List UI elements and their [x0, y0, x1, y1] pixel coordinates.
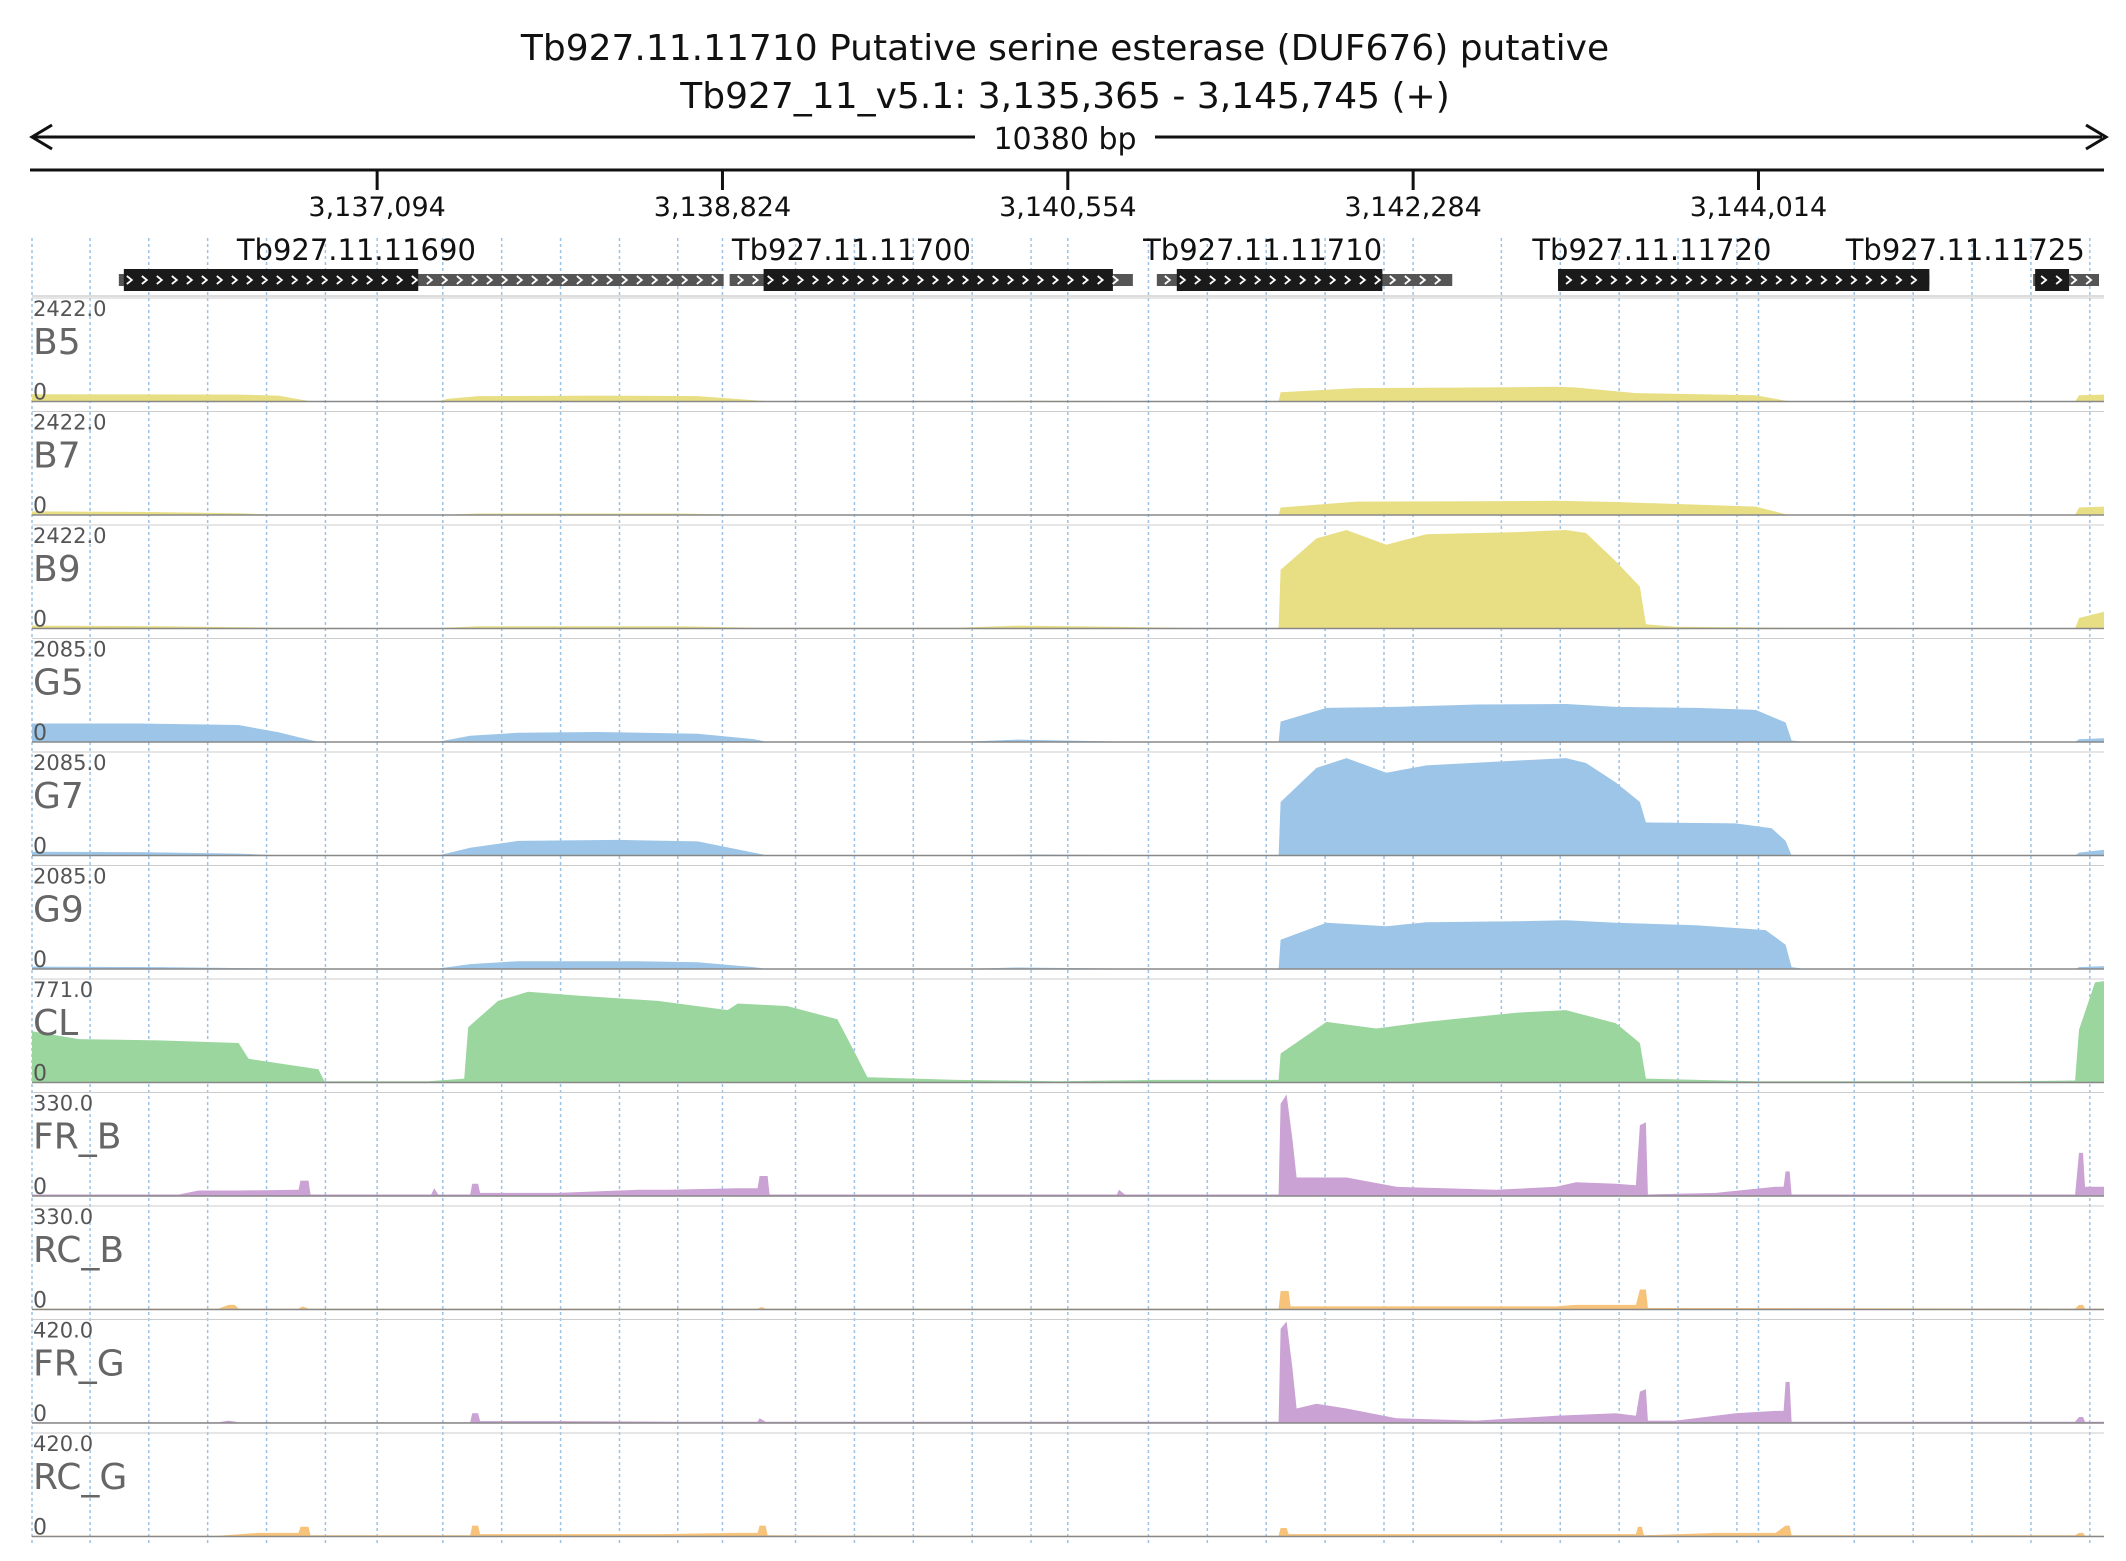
coverage-area — [32, 920, 2104, 969]
track-name: B9 — [33, 549, 81, 590]
gene-cds — [123, 269, 419, 291]
tick-label: 3,144,014 — [1690, 192, 1827, 223]
gene-label: Tb927.11.11690 — [236, 233, 476, 267]
track-max-label: 2085.0 — [33, 638, 106, 662]
track-cl: 771.0CL 0 — [32, 978, 2104, 1087]
strand-arrows — [1164, 275, 1442, 285]
track-b5: 2422.0B5 0 — [32, 297, 2104, 406]
track-max-label: 2422.0 — [33, 524, 106, 548]
coverage-area — [32, 704, 2104, 742]
gene-label: Tb927.11.11700 — [731, 233, 971, 267]
track-fr-b: 330.0FR_B 0 — [32, 1092, 2104, 1200]
track-max-label: 330.0 — [33, 1092, 93, 1116]
track-zero-label: 0 — [33, 1402, 47, 1427]
track-name: G5 — [33, 663, 84, 704]
coverage-area — [32, 530, 2104, 629]
tick-label: 3,137,094 — [308, 192, 445, 223]
track-max-label: 2085.0 — [33, 865, 106, 889]
track-zero-label: 0 — [33, 1289, 47, 1314]
strand-arrows — [126, 275, 719, 285]
coverage-area — [32, 500, 2104, 515]
track-name: CL — [33, 1003, 78, 1044]
track-zero-label: 0 — [33, 608, 47, 633]
track-zero-label: 0 — [33, 835, 47, 860]
coverage-area — [32, 758, 2104, 856]
track-b7: 2422.0B7 0 — [32, 411, 2104, 519]
gene-model: Tb927.11.11700 — [729, 233, 1133, 291]
track-name: FR_G — [33, 1344, 125, 1385]
tick-label: 3,140,554 — [999, 192, 1136, 223]
gene-model: Tb927.11.11720 — [1531, 233, 1930, 291]
track-rc-g: 420.0RC_G 0 — [32, 1432, 2104, 1541]
gridlines — [31, 238, 2091, 1545]
gene-model: Tb927.11.11690 — [118, 233, 724, 291]
track-max-label: 420.0 — [33, 1319, 93, 1343]
track-name: RC_G — [33, 1457, 127, 1498]
coverage-area — [32, 981, 2104, 1083]
gene-label: Tb927.11.11720 — [1531, 233, 1771, 267]
gene-model: Tb927.11.11710 — [1142, 233, 1453, 291]
span-arrowhead-right — [2085, 123, 2109, 151]
track-fr-g: 420.0FR_G 0 — [32, 1319, 2104, 1427]
track-zero-label: 0 — [33, 494, 47, 519]
strand-arrows — [737, 275, 1120, 285]
track-name: RC_B — [33, 1230, 124, 1271]
track-name: B5 — [33, 322, 81, 363]
tick-label: 3,138,824 — [654, 192, 791, 223]
chart-title: Tb927.11.11710 Putative serine esterase … — [520, 28, 1609, 69]
track-zero-label: 0 — [33, 1516, 47, 1541]
track-g9: 2085.0G9 0 — [32, 865, 2104, 973]
gene-cds — [1558, 269, 1930, 291]
coverage-tracks: 2422.0B502422.0B702422.0B902085.0G502085… — [32, 297, 2104, 1541]
coordinate-ticks: 3,137,094 3,138,824 3,140,554 3,142,284 3,14… — [308, 170, 1827, 223]
track-name: FR_B — [33, 1117, 121, 1158]
track-zero-label: 0 — [33, 721, 47, 746]
strand-arrows — [1565, 275, 1918, 285]
track-name: G7 — [33, 776, 84, 817]
gene-model: Tb927.11.11725 — [1845, 233, 2100, 291]
gene-models-track: Tb927.11.11690 Tb927.11.11700 Tb927.11.117… — [32, 233, 2104, 297]
span-label: 10380 bp — [993, 122, 1136, 157]
track-name: B7 — [33, 436, 81, 477]
coverage-area — [32, 1525, 2104, 1537]
track-b9: 2422.0B9 0 — [32, 524, 2104, 633]
track-zero-label: 0 — [33, 1175, 47, 1200]
track-max-label: 330.0 — [33, 1205, 93, 1229]
track-max-label: 2085.0 — [33, 751, 106, 775]
track-zero-label: 0 — [33, 948, 47, 973]
track-max-label: 771.0 — [33, 978, 93, 1002]
track-rc-b: 330.0RC_B 0 — [32, 1205, 2104, 1314]
span-arrowhead-left — [29, 123, 53, 151]
track-g7: 2085.0G7 0 — [32, 751, 2104, 860]
track-g5: 2085.0G5 0 — [32, 638, 2104, 746]
coverage-area — [32, 386, 2104, 402]
span-ruler: 10380 bp — [29, 122, 2109, 157]
track-zero-label: 0 — [33, 1062, 47, 1087]
track-max-label: 420.0 — [33, 1432, 93, 1456]
track-max-label: 2422.0 — [33, 297, 106, 321]
tick-label: 3,142,284 — [1344, 192, 1481, 223]
gene-cds — [1176, 269, 1383, 291]
track-max-label: 2422.0 — [33, 411, 106, 435]
track-zero-label: 0 — [33, 381, 47, 406]
chart-subtitle: Tb927_11_v5.1: 3,135,365 - 3,145,745 (+) — [679, 76, 1450, 117]
gene-label: Tb927.11.11725 — [1845, 233, 2085, 267]
gene-cds — [2035, 269, 2070, 291]
gene-label: Tb927.11.11710 — [1142, 233, 1382, 267]
strand-arrows — [2040, 275, 2093, 285]
track-name: G9 — [33, 890, 84, 931]
